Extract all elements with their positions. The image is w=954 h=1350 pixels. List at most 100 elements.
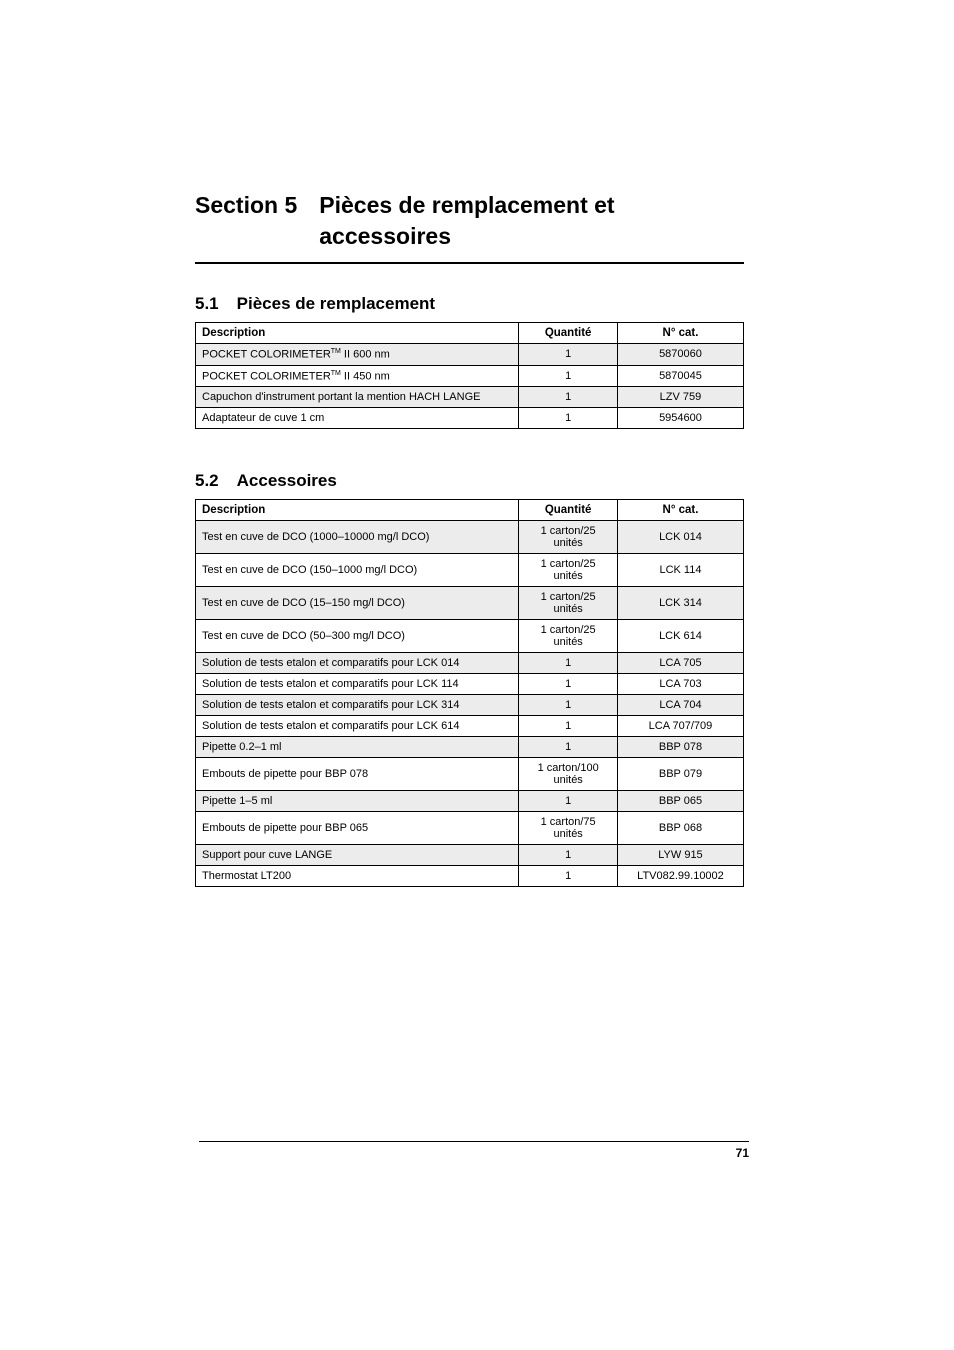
cell-quantity: 1: [519, 674, 618, 695]
cell-description: Solution de tests etalon et comparatifs …: [196, 653, 519, 674]
table-header-row: Description Quantité N° cat.: [196, 500, 744, 521]
cell-cat-number: 5870045: [617, 365, 743, 387]
cell-quantity: 1: [519, 408, 618, 429]
desc-pre: POCKET COLORIMETER: [202, 349, 331, 361]
cell-cat-number: LCA 705: [617, 653, 743, 674]
subsection-2-heading: 5.2 Accessoires: [195, 471, 744, 491]
section-title-wrap: Section 5 Pièces de remplacement et acce…: [195, 190, 744, 264]
cell-cat-number: LCA 704: [617, 695, 743, 716]
cell-description: Pipette 0.2–1 ml: [196, 737, 519, 758]
cell-quantity: 1: [519, 791, 618, 812]
cell-cat-number: LYW 915: [617, 845, 743, 866]
cell-description: Test en cuve de DCO (15–150 mg/l DCO): [196, 587, 519, 620]
cell-quantity: 1: [519, 716, 618, 737]
cell-cat-number: LCK 314: [617, 587, 743, 620]
table-row: Solution de tests etalon et comparatifs …: [196, 695, 744, 716]
cell-description: Embouts de pipette pour BBP 065: [196, 812, 519, 845]
table-row: Solution de tests etalon et comparatifs …: [196, 653, 744, 674]
cell-cat-number: BBP 068: [617, 812, 743, 845]
cell-cat-number: 5870060: [617, 344, 743, 366]
cell-cat-number: BBP 079: [617, 758, 743, 791]
trademark-icon: TM: [331, 370, 341, 377]
cell-quantity: 1: [519, 866, 618, 887]
subsection-2-title: Accessoires: [237, 471, 337, 491]
table-row: POCKET COLORIMETERTM II 600 nm15870060: [196, 344, 744, 366]
table-row: Pipette 1–5 ml1BBP 065: [196, 791, 744, 812]
cell-cat-number: 5954600: [617, 408, 743, 429]
col-cat-number: N° cat.: [617, 500, 743, 521]
cell-cat-number: LCK 114: [617, 554, 743, 587]
section-title-line1: Pièces de remplacement et: [319, 192, 614, 218]
table-row: Test en cuve de DCO (50–300 mg/l DCO)1 c…: [196, 620, 744, 653]
cell-cat-number: LCA 707/709: [617, 716, 743, 737]
cell-cat-number: BBP 078: [617, 737, 743, 758]
accessories-table: Description Quantité N° cat. Test en cuv…: [195, 499, 744, 887]
section-title-text: Pièces de remplacement et accessoires: [319, 190, 614, 252]
cell-description: POCKET COLORIMETERTM II 450 nm: [196, 365, 519, 387]
cell-description: Solution de tests etalon et comparatifs …: [196, 716, 519, 737]
cell-description: Test en cuve de DCO (50–300 mg/l DCO): [196, 620, 519, 653]
cell-quantity: 1: [519, 387, 618, 408]
desc-post: II 600 nm: [341, 349, 390, 361]
table-header-row: Description Quantité N° cat.: [196, 323, 744, 344]
cell-description: Capuchon d'instrument portant la mention…: [196, 387, 519, 408]
cell-quantity: 1: [519, 845, 618, 866]
page-number: 71: [199, 1141, 749, 1160]
cell-cat-number: LCA 703: [617, 674, 743, 695]
table-row: Adaptateur de cuve 1 cm15954600: [196, 408, 744, 429]
cell-description: Test en cuve de DCO (150–1000 mg/l DCO): [196, 554, 519, 587]
table-row: Solution de tests etalon et comparatifs …: [196, 674, 744, 695]
cell-cat-number: LZV 759: [617, 387, 743, 408]
cell-description: Solution de tests etalon et comparatifs …: [196, 695, 519, 716]
cell-quantity: 1 carton/25 unités: [519, 587, 618, 620]
section-title-line2: accessoires: [319, 223, 451, 249]
subsection-1-heading: 5.1 Pièces de remplacement: [195, 294, 744, 314]
col-quantity: Quantité: [519, 323, 618, 344]
section-number: Section 5: [195, 190, 319, 252]
subsection-1-title: Pièces de remplacement: [237, 294, 435, 314]
desc-pre: POCKET COLORIMETER: [202, 370, 331, 382]
cell-description: Pipette 1–5 ml: [196, 791, 519, 812]
subsection-2-number: 5.2: [195, 471, 237, 491]
col-cat-number: N° cat.: [617, 323, 743, 344]
cell-quantity: 1: [519, 344, 618, 366]
cell-description: Test en cuve de DCO (1000–10000 mg/l DCO…: [196, 521, 519, 554]
col-quantity: Quantité: [519, 500, 618, 521]
cell-cat-number: BBP 065: [617, 791, 743, 812]
table-row: POCKET COLORIMETERTM II 450 nm15870045: [196, 365, 744, 387]
table-row: Embouts de pipette pour BBP 0651 carton/…: [196, 812, 744, 845]
col-description: Description: [196, 323, 519, 344]
section-title: Section 5 Pièces de remplacement et acce…: [195, 190, 744, 252]
cell-description: Embouts de pipette pour BBP 078: [196, 758, 519, 791]
cell-description: Solution de tests etalon et comparatifs …: [196, 674, 519, 695]
cell-quantity: 1 carton/25 unités: [519, 620, 618, 653]
cell-quantity: 1 carton/25 unités: [519, 554, 618, 587]
cell-quantity: 1: [519, 737, 618, 758]
table-row: Thermostat LT2001LTV082.99.10002: [196, 866, 744, 887]
cell-description: Support pour cuve LANGE: [196, 845, 519, 866]
cell-quantity: 1: [519, 695, 618, 716]
table-row: Test en cuve de DCO (150–1000 mg/l DCO)1…: [196, 554, 744, 587]
table-row: Capuchon d'instrument portant la mention…: [196, 387, 744, 408]
trademark-icon: TM: [331, 348, 341, 355]
table-row: Pipette 0.2–1 ml1BBP 078: [196, 737, 744, 758]
table-row: Test en cuve de DCO (15–150 mg/l DCO)1 c…: [196, 587, 744, 620]
table-row: Test en cuve de DCO (1000–10000 mg/l DCO…: [196, 521, 744, 554]
desc-post: II 450 nm: [341, 370, 390, 382]
cell-description: Thermostat LT200: [196, 866, 519, 887]
cell-cat-number: LCK 614: [617, 620, 743, 653]
table-row: Solution de tests etalon et comparatifs …: [196, 716, 744, 737]
cell-quantity: 1: [519, 653, 618, 674]
subsection-1-number: 5.1: [195, 294, 237, 314]
table-row: Support pour cuve LANGE1LYW 915: [196, 845, 744, 866]
cell-description: POCKET COLORIMETERTM II 600 nm: [196, 344, 519, 366]
cell-quantity: 1 carton/100 unités: [519, 758, 618, 791]
cell-quantity: 1 carton/75 unités: [519, 812, 618, 845]
cell-description: Adaptateur de cuve 1 cm: [196, 408, 519, 429]
table-row: Embouts de pipette pour BBP 0781 carton/…: [196, 758, 744, 791]
replacement-parts-table: Description Quantité N° cat. POCKET COLO…: [195, 322, 744, 429]
cell-quantity: 1 carton/25 unités: [519, 521, 618, 554]
cell-cat-number: LCK 014: [617, 521, 743, 554]
cell-quantity: 1: [519, 365, 618, 387]
col-description: Description: [196, 500, 519, 521]
